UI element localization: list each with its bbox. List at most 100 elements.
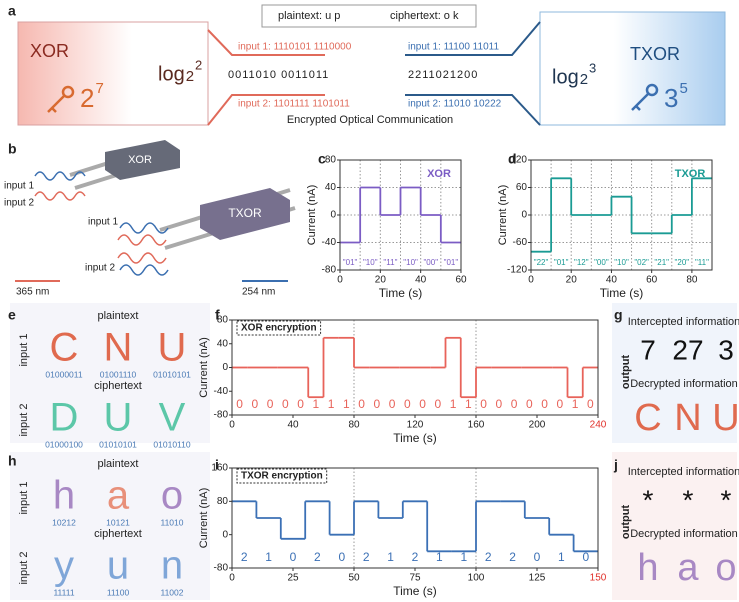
y-tick-label: 0	[222, 529, 228, 540]
x-tick-label: 150	[590, 573, 607, 584]
decrypted: h	[637, 547, 658, 589]
section-title: Decrypted information	[630, 528, 738, 540]
row-label: input 2	[18, 403, 30, 436]
plot-frame	[530, 159, 713, 271]
input-2: input 2: 1101111 1101011	[238, 99, 350, 110]
connector	[405, 94, 541, 126]
annotation: "00"	[423, 258, 438, 267]
section-title: Intercepted information	[628, 316, 739, 328]
annotation: 1	[387, 550, 394, 564]
xor-result: 0011010 0011011	[228, 69, 329, 81]
annotation: "22"	[534, 258, 549, 267]
formula-part: 3	[589, 60, 596, 75]
annotation: "10"	[363, 258, 378, 267]
y-tick-label: -80	[214, 563, 229, 574]
code: 11010	[160, 517, 183, 527]
annotation: 0	[252, 397, 259, 411]
x-axis-label: Time (s)	[379, 286, 423, 300]
code: 11100	[107, 587, 130, 597]
annotation: "11"	[695, 258, 709, 267]
device-drawing	[15, 140, 296, 282]
key-icon	[631, 83, 659, 111]
letter: h	[53, 474, 75, 518]
input-label: input 2	[4, 198, 34, 209]
row-label: output	[620, 505, 632, 540]
y-tick-label: 0	[521, 210, 527, 221]
intercepted: *	[683, 484, 694, 515]
panel-label: c	[318, 151, 326, 167]
section-title: plaintext	[98, 458, 139, 470]
x-tick-label: 120	[407, 420, 424, 431]
intercepted: 7	[640, 334, 656, 365]
x-tick-label: 200	[529, 420, 546, 431]
device-label: XOR	[128, 154, 152, 166]
y-tick-label: 160	[211, 463, 228, 474]
letter: U	[104, 396, 133, 440]
plot-frame	[231, 319, 599, 416]
letter: V	[159, 396, 186, 440]
decrypted: U	[712, 397, 739, 439]
wavelength: 254 nm	[242, 287, 275, 298]
annotation: "11"	[383, 258, 397, 267]
x-axis-label: Time (s)	[600, 286, 644, 300]
chart-title: XOR encryption	[241, 323, 317, 334]
wavelength: 365 nm	[16, 287, 49, 298]
annotation: "12"	[574, 258, 589, 267]
x-tick-label: 40	[287, 420, 299, 431]
annotation: 1	[328, 397, 335, 411]
panel-label: d	[508, 151, 517, 167]
code: 01000100	[45, 439, 83, 449]
txor-result: 2211021200	[408, 69, 478, 81]
formula-part: 5	[679, 80, 687, 97]
annotation: 0	[526, 397, 533, 411]
x-tick-label: 0	[337, 275, 343, 286]
letter: u	[107, 544, 129, 588]
code: 11002	[160, 587, 183, 597]
plaintext: plaintext: u p	[278, 10, 340, 22]
formula-part: 2	[580, 71, 588, 88]
y-tick-label: 80	[217, 496, 229, 507]
y-tick-label: 60	[516, 182, 528, 193]
x-axis-label: Time (s)	[393, 431, 437, 445]
letter: a	[107, 474, 130, 518]
annotation: 0	[496, 397, 503, 411]
annotation: 0	[290, 550, 297, 564]
y-tick-label: -40	[322, 237, 337, 248]
chart-title: TXOR	[675, 168, 706, 180]
plot-frame	[339, 159, 462, 271]
panel-label: b	[8, 141, 17, 157]
connector	[405, 21, 541, 56]
intercepted: *	[643, 484, 654, 515]
intercepted: 27	[672, 334, 703, 365]
x-tick-label: 0	[528, 275, 534, 286]
row-label: output	[620, 355, 632, 390]
x-tick-label: 20	[375, 275, 387, 286]
panel-label: j	[613, 457, 618, 473]
letter: N	[104, 326, 133, 370]
y-axis-label: Current (nA)	[198, 488, 210, 549]
formula-part: 3	[664, 83, 678, 113]
y-tick-label: -80	[214, 410, 229, 421]
annotation: 0	[587, 397, 594, 411]
chart-title: XOR	[427, 168, 451, 180]
input-label: input 1	[88, 217, 118, 228]
annotation: 2	[412, 550, 419, 564]
annotation: 0	[389, 397, 396, 411]
annotation: 0	[435, 397, 442, 411]
txor-box	[539, 11, 726, 126]
annotation: "01"	[343, 258, 358, 267]
y-tick-label: 80	[325, 155, 337, 166]
annotation: 1	[465, 397, 472, 411]
code: 01001110	[100, 369, 137, 379]
annotation: 1	[460, 550, 467, 564]
txor-title: TXOR	[630, 44, 680, 64]
panel-label: e	[8, 307, 16, 323]
annotation: "01"	[554, 258, 569, 267]
y-axis-label: Current (nA)	[306, 185, 318, 246]
intercepted: *	[721, 484, 732, 515]
annotation: 0	[338, 550, 345, 564]
annotation: 2	[314, 550, 321, 564]
y-axis-label: Current (nA)	[497, 185, 509, 246]
decrypted: C	[634, 397, 661, 439]
x-axis-label: Time (s)	[393, 584, 437, 598]
